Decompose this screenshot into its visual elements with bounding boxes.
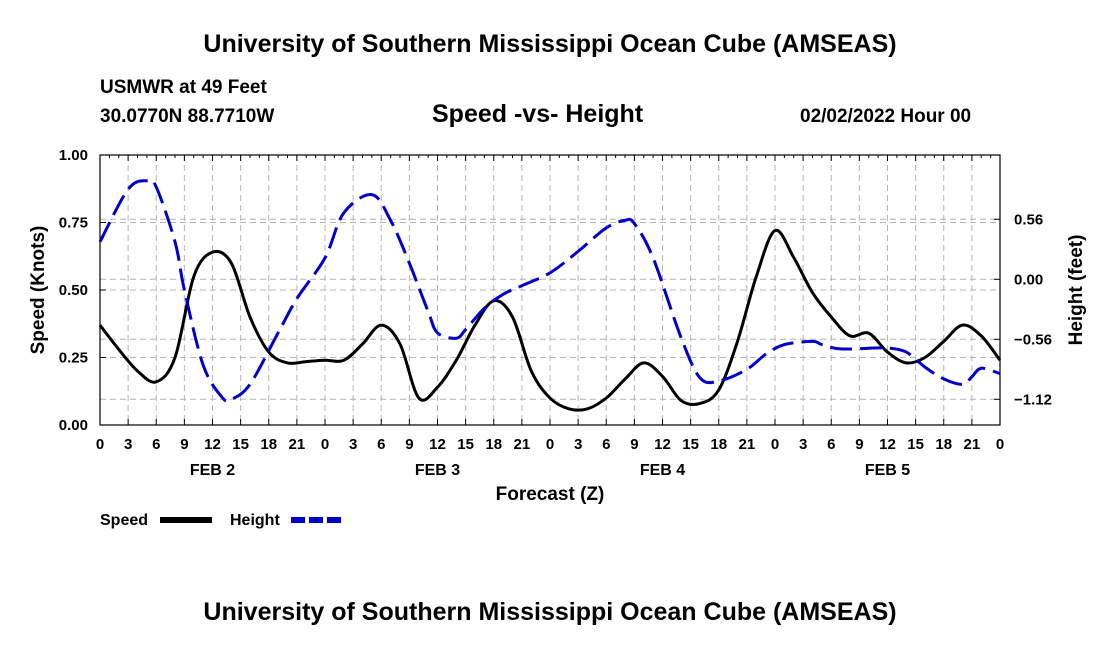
x-tick-label: 18	[260, 436, 277, 453]
y-axis-label: Speed (Knots)	[28, 226, 49, 355]
x-tick-label: 12	[879, 436, 896, 453]
y-tick-label: 0.00	[59, 417, 88, 434]
x-tick-label: 18	[710, 436, 727, 453]
chart-title: Speed -vs- Height	[432, 100, 644, 128]
x-tick-label: 12	[654, 436, 671, 453]
x-tick-label: 15	[907, 436, 924, 453]
x-tick-label: 0	[96, 436, 104, 453]
y2-tick-label: 0.56	[1014, 211, 1043, 228]
axis-labels: Forecast (Z) Speed (Knots) Height (feet)	[28, 226, 1087, 505]
y2-tick-label: 0.00	[1014, 271, 1043, 288]
x-tick-label: 3	[349, 436, 357, 453]
x-tick-label: 15	[232, 436, 249, 453]
y-tick-label: 0.75	[59, 215, 88, 232]
x-tick-label: 9	[630, 436, 638, 453]
station-coordinates: 30.0770N 88.7710W	[100, 106, 275, 127]
x-tick-label: 6	[152, 436, 160, 453]
x-tick-label: 0	[996, 436, 1004, 453]
x-tick-label: 9	[180, 436, 188, 453]
day-label: FEB 2	[190, 462, 235, 479]
page-title: University of Southern Mississippi Ocean…	[203, 30, 897, 58]
x-tick-label: 18	[485, 436, 502, 453]
x-tick-label: 18	[935, 436, 952, 453]
x-tick-label: 9	[405, 436, 413, 453]
legend-speed-label: Speed	[100, 512, 148, 529]
data-series	[98, 178, 1002, 412]
x-tick-label: 9	[855, 436, 863, 453]
x-tick-label: 21	[514, 436, 531, 453]
x-tick-label: 6	[377, 436, 385, 453]
x-tick-label: 21	[739, 436, 756, 453]
x-tick-label: 6	[827, 436, 835, 453]
x-tick-label: 3	[124, 436, 132, 453]
station-name: USMWR at 49 Feet	[100, 77, 267, 98]
day-label: FEB 4	[640, 462, 685, 479]
x-tick-label: 3	[799, 436, 807, 453]
footer-title: University of Southern Mississippi Ocean…	[203, 598, 897, 626]
x-tick-label: 3	[574, 436, 582, 453]
y2-tick-label: −0.56	[1014, 331, 1052, 348]
x-tick-label: 12	[429, 436, 446, 453]
x-tick-label: 12	[204, 436, 221, 453]
x-tick-label: 0	[771, 436, 779, 453]
chart-grid	[100, 155, 1000, 425]
speed-series-line	[98, 228, 1002, 412]
x-tick-label: 15	[457, 436, 474, 453]
axis-ticks: 0 3 6 9 12 15 18 21 0 3 6 9 12 15 18 21 0 3 6 9 12 15 18 21 0 3 6 9…	[59, 147, 1052, 479]
x-tick-label: 21	[289, 436, 306, 453]
x-axis-label: Forecast (Z)	[496, 484, 605, 505]
legend: Speed Height	[100, 512, 342, 529]
day-label: FEB 3	[415, 462, 460, 479]
forecast-datetime: 02/02/2022 Hour 00	[800, 106, 972, 127]
y2-axis-label: Height (feet)	[1066, 235, 1087, 346]
x-tick-label: 15	[682, 436, 699, 453]
y-tick-label: 0.50	[59, 282, 88, 299]
x-tick-label: 0	[546, 436, 554, 453]
legend-height-label: Height	[230, 512, 280, 529]
x-tick-label: 0	[321, 436, 329, 453]
x-tick-label: 6	[602, 436, 610, 453]
day-label: FEB 5	[865, 462, 910, 479]
y-tick-label: 1.00	[59, 147, 88, 164]
height-series-line	[98, 178, 1001, 403]
y2-tick-label: −1.12	[1014, 391, 1052, 408]
y-tick-label: 0.25	[59, 350, 88, 367]
x-tick-label: 21	[964, 436, 981, 453]
